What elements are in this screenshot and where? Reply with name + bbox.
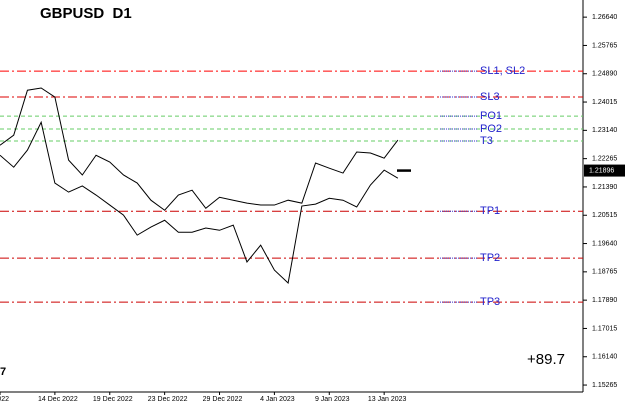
y-tick-label: 1.22265 — [592, 155, 617, 162]
y-tick-label: 1.19640 — [592, 240, 617, 247]
y-tick-label: 1.17890 — [592, 297, 617, 304]
y-tick-label: 1.26640 — [592, 14, 617, 21]
y-tick-label: 1.20515 — [592, 212, 617, 219]
y-tick-label: 1.24015 — [592, 99, 617, 106]
x-tick-label: Dec 2022 — [0, 396, 9, 403]
level-label: TP1 — [480, 205, 500, 217]
y-tick-label: 1.23140 — [592, 127, 617, 134]
y-tick-label: 1.25765 — [592, 42, 617, 49]
x-tick-label: 29 Dec 2022 — [203, 396, 243, 403]
x-tick-label: 19 Dec 2022 — [93, 396, 133, 403]
x-tick-label: 9 Jan 2023 — [315, 396, 350, 403]
chart-title: GBPUSD D1 — [40, 5, 132, 22]
y-tick-label: 1.24890 — [592, 71, 617, 78]
y-tick-label: 1.18765 — [592, 269, 617, 276]
level-label: TP3 — [480, 296, 500, 308]
level-label: SL3 — [480, 91, 500, 103]
price-line — [0, 87, 399, 211]
level-label: PO1 — [480, 110, 502, 122]
y-tick-label: 1.21390 — [592, 184, 617, 191]
x-tick-label: 13 Jan 2023 — [368, 396, 407, 403]
x-tick-label: 14 Dec 2022 — [38, 396, 78, 403]
y-tick-label: 1.15265 — [592, 382, 617, 389]
price-tag — [584, 164, 625, 177]
price-tag-label: 1.21896 — [589, 167, 614, 174]
level-label: SL1, SL2 — [480, 65, 525, 77]
x-tick-label: 23 Dec 2022 — [148, 396, 188, 403]
x-tick-label: 4 Jan 2023 — [260, 396, 295, 403]
y-tick-label: 1.16140 — [592, 354, 617, 361]
level-label: PO2 — [480, 123, 502, 135]
profit: +89.7 — [527, 351, 565, 368]
corner-text: 7 — [0, 366, 6, 378]
y-tick-label: 1.17015 — [592, 325, 617, 332]
level-label: TP2 — [480, 252, 500, 264]
level-label: T3 — [480, 135, 493, 147]
price-line — [0, 120, 399, 285]
